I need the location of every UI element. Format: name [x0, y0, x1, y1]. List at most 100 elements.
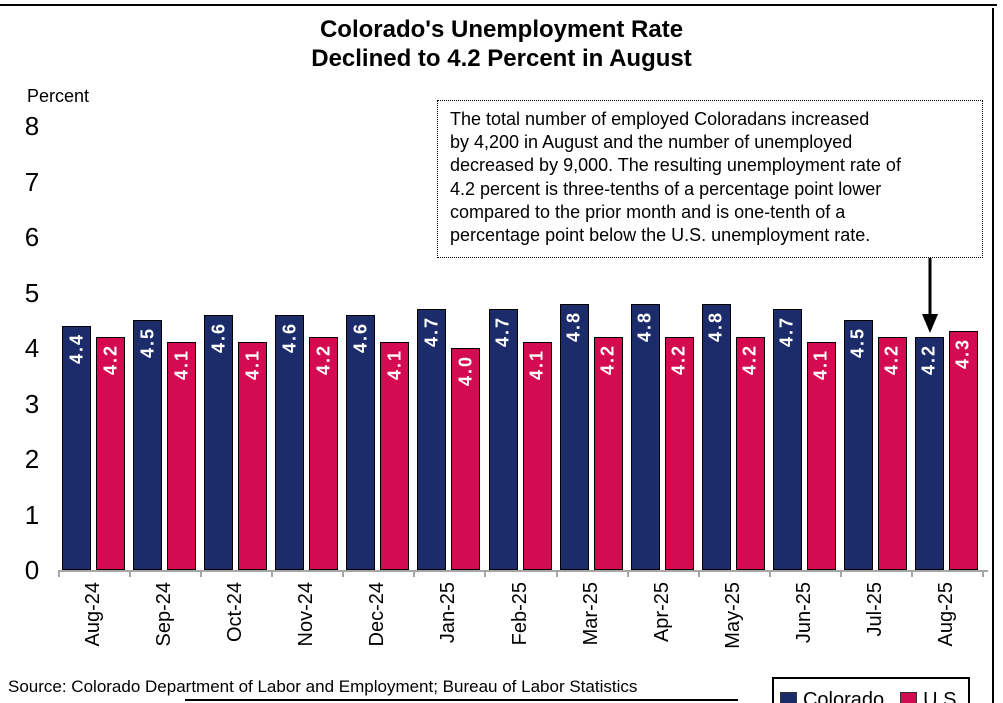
bar-us-Dec-24: 4.1: [380, 342, 410, 570]
bar-us-Jan-25: 4.0: [451, 348, 481, 570]
x-label-cell: Oct-24: [200, 582, 271, 674]
bar-value-label: 4.6: [279, 321, 300, 353]
y-tick-label: 3: [24, 388, 40, 419]
legend-item-us: U.S.: [900, 689, 962, 703]
chart-title-line1: Colorado's Unemployment Rate: [319, 16, 684, 43]
bar-group-Jun-25: 4.7 4.1: [769, 126, 840, 570]
bar-us-Mar-25: 4.2: [593, 336, 623, 570]
bar-us-Jun-25: 4.1: [806, 342, 836, 570]
bar-value-label: 4.2: [100, 343, 121, 375]
x-axis-tick: [58, 571, 60, 577]
y-tick-label: 8: [24, 111, 40, 141]
x-tick-label: Aug-25: [934, 582, 957, 647]
bar-value-label: 4.8: [634, 310, 655, 342]
x-label-cell: Apr-25: [627, 582, 698, 674]
y-tick-label: 4: [24, 333, 40, 363]
chart-title: Colorado's Unemployment Rate Declined to…: [0, 15, 1003, 73]
x-axis-tick: [342, 571, 345, 577]
x-axis-line: [58, 570, 988, 572]
bar-colorado-Apr-25: 4.8: [630, 303, 660, 570]
bar-value-label: 4.5: [847, 327, 868, 359]
bar-value-label: 4.2: [597, 343, 618, 375]
x-label-cell: Nov-24: [271, 582, 342, 674]
bar-value-label: 4.1: [384, 349, 405, 381]
y-tick-label: 7: [24, 166, 40, 197]
x-tick-label: Dec-24: [366, 582, 389, 647]
bar-value-label: 4.7: [492, 316, 513, 348]
x-axis-tick: [982, 571, 984, 577]
x-tick-label: Nov-24: [295, 582, 318, 647]
bar-us-Aug-25: 4.3: [948, 331, 978, 570]
x-axis-labels: Aug-24 Sep-24 Oct-24 Nov-24 Dec-24 Jan-25 Feb-…: [58, 582, 982, 674]
page-top-border: [0, 4, 997, 6]
x-axis-tick: [484, 571, 487, 577]
bar-value-label: 4.1: [810, 349, 831, 381]
plot-area: 4.4 4.2 4.5 4.1 4.6 4.1 4.6 4.2 4.6 4.1 4.7 4.0 4.7 4…: [58, 126, 982, 570]
bar-group-Oct-24: 4.6 4.1: [200, 126, 271, 570]
bar-value-label: 4.1: [171, 349, 192, 381]
bar-colorado-Jul-25: 4.5: [843, 320, 873, 570]
y-tick-label: 5: [24, 277, 40, 308]
bar-us-Nov-24: 4.2: [309, 336, 339, 570]
bar-value-label: 4.6: [350, 321, 371, 353]
bar-value-label: 4.2: [313, 343, 334, 375]
bar-us-Oct-24: 4.1: [238, 342, 268, 570]
bar-group-Feb-25: 4.7 4.1: [484, 126, 555, 570]
bar-value-label: 4.2: [881, 343, 902, 375]
y-tick-label: 0: [24, 555, 40, 585]
x-tick-label: Jul-25: [863, 582, 886, 637]
bar-colorado-Mar-25: 4.8: [559, 303, 589, 570]
x-axis-tick: [697, 571, 700, 577]
x-label-cell: May-25: [698, 582, 769, 674]
x-axis-tick: [555, 571, 558, 577]
bar-group-Dec-24: 4.6 4.1: [342, 126, 413, 570]
y-tick-label: 6: [24, 222, 40, 252]
legend-label: Colorado: [802, 688, 885, 703]
x-axis-tick: [910, 571, 913, 577]
bar-value-label: 4.8: [563, 310, 584, 342]
x-axis-tick: [413, 571, 416, 577]
bar-us-May-25: 4.2: [735, 336, 765, 570]
bar-group-Jan-25: 4.7 4.0: [413, 126, 484, 570]
bar-value-label: 4.5: [137, 327, 158, 359]
x-label-cell: Jun-25: [769, 582, 840, 674]
annotation-box: The total number of employed Coloradans …: [437, 100, 983, 258]
bar-value-label: 4.3: [952, 338, 973, 370]
bar-us-Sep-24: 4.1: [167, 342, 197, 570]
chart-title-line2: Declined to 4.2 Percent in August: [311, 45, 692, 72]
legend-swatch-icon: [779, 691, 797, 703]
x-label-cell: Feb-25: [484, 582, 555, 674]
y-tick-label: 2: [24, 444, 40, 474]
bar-group-Aug-25: 4.2 4.3: [911, 126, 982, 570]
y-axis-unit-label: Percent: [27, 86, 90, 106]
bar-value-label: 4.2: [739, 343, 760, 375]
x-axis-tick: [768, 571, 771, 577]
x-tick-label: Feb-25: [508, 582, 531, 646]
bar-value-label: 4.2: [918, 343, 939, 375]
bar-value-label: 4.8: [705, 310, 726, 342]
page-right-border: [992, 8, 994, 703]
x-tick-label: May-25: [721, 582, 744, 649]
annotation-arrow-icon: [922, 258, 938, 333]
bar-colorado-Aug-24: 4.4: [62, 325, 92, 570]
bar-group-Nov-24: 4.6 4.2: [271, 126, 342, 570]
x-tick-label: Mar-25: [579, 582, 602, 646]
bar-colorado-Dec-24: 4.6: [346, 314, 376, 570]
bar-colorado-Aug-25: 4.2: [914, 336, 944, 570]
y-tick-label: 1: [24, 499, 40, 530]
bar-group-May-25: 4.8 4.2: [698, 126, 769, 570]
legend-swatch-icon: [900, 691, 918, 703]
bar-value-label: 4.4: [66, 332, 87, 364]
x-axis-tick: [129, 571, 132, 577]
x-label-cell: Aug-25: [911, 582, 982, 674]
bar-us-Feb-25: 4.1: [522, 342, 552, 570]
x-tick-label: Apr-25: [650, 582, 673, 643]
x-axis-tick: [839, 571, 842, 577]
bar-value-label: 4.1: [242, 349, 263, 381]
bar-colorado-Jan-25: 4.7: [417, 309, 447, 570]
x-label-cell: Aug-24: [58, 582, 129, 674]
x-label-cell: Sep-24: [129, 582, 200, 674]
x-tick-label: Jun-25: [792, 582, 815, 644]
source-underline: [185, 699, 738, 701]
